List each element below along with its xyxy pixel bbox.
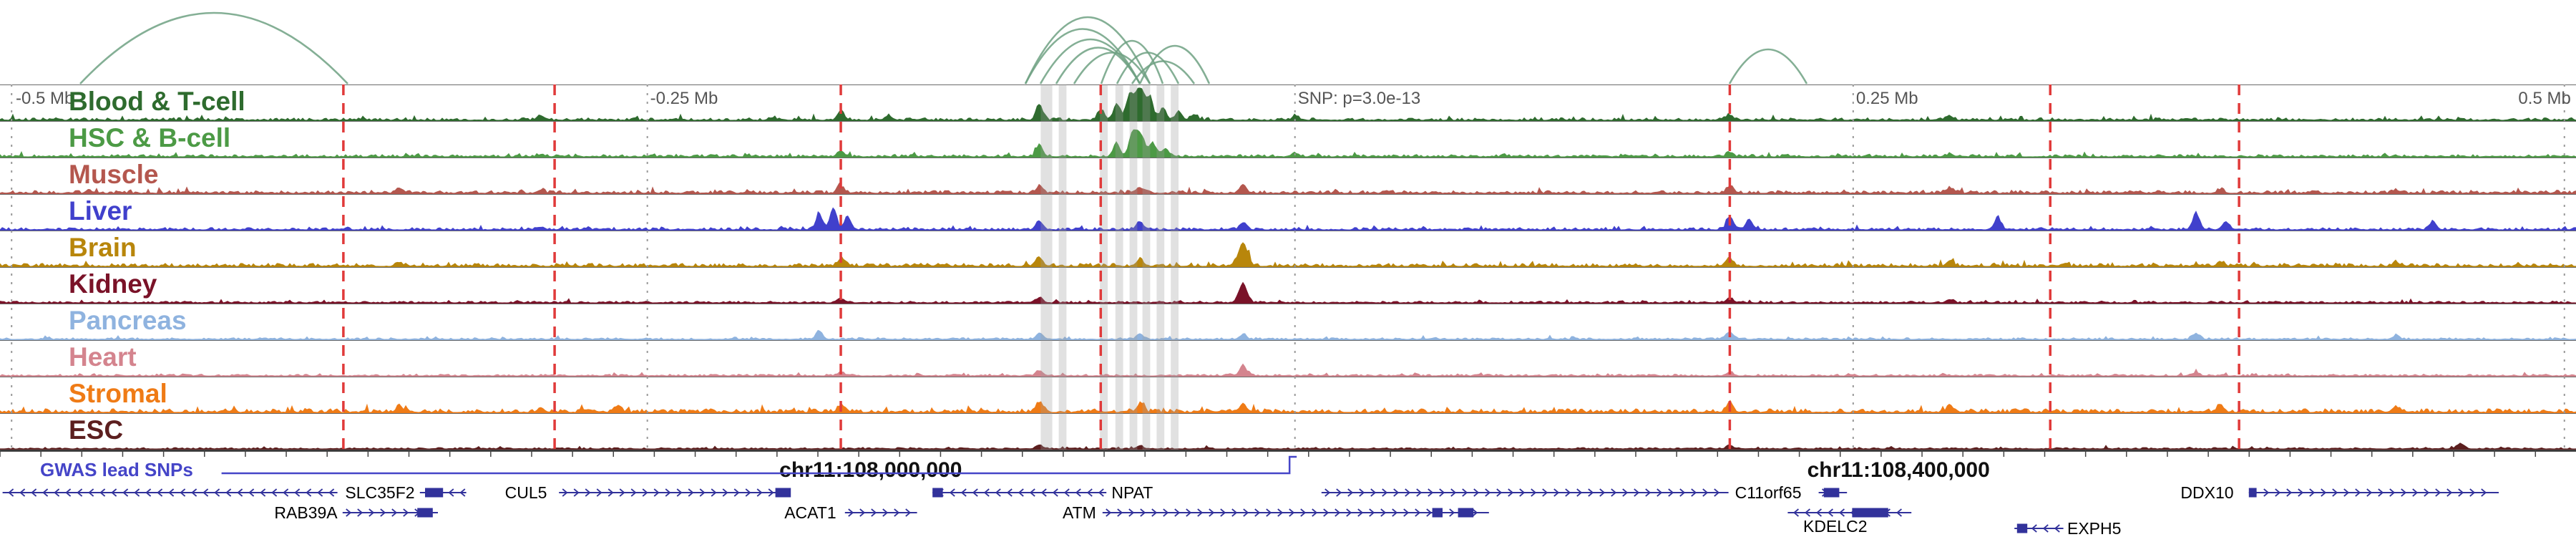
chromatin-interaction-arcs [79,11,1808,84]
signal-area-liver [0,207,2576,231]
track-row-esc[interactable]: ESC [0,413,2576,450]
track-row-muscle[interactable]: Muscle [0,158,2576,194]
gene-exon [932,488,943,498]
interaction-arc [1055,47,1141,84]
track-row-liver[interactable]: Liver [0,194,2576,231]
track-row-blood-t-cell[interactable]: Blood & T-cell [0,84,2576,121]
gene-label: ATM [1063,503,1096,522]
gene-cul5[interactable]: CUL5 [505,483,791,502]
signal-area-heart [0,363,2576,377]
track-label-heart: Heart [69,342,137,372]
signal-tracks-panel: Blood & T-cell HSC & B-cell Muscle Liver Bra… [0,84,2576,450]
track-row-heart[interactable]: Heart [0,340,2576,377]
track-row-brain[interactable]: Brain [0,231,2576,267]
interaction-arc [1024,16,1151,84]
gene-label: SLC35F2 [345,483,414,502]
track-label-stromal: Stromal [69,379,167,408]
gene-label: DDX10 [2180,483,2233,502]
coordinate-label: chr11:108,000,000 [779,458,962,482]
gene-exon [425,488,444,498]
interaction-arc [79,11,348,84]
track-label-pancreas: Pancreas [69,306,187,335]
interaction-arc [1728,48,1808,84]
gene-label: CUL5 [505,483,547,502]
track-row-hsc-b-cell[interactable]: HSC & B-cell [0,121,2576,158]
gene-label: EXPH5 [2067,519,2121,537]
track-label-hsc-b-cell: HSC & B-cell [69,123,231,153]
track-label-muscle: Muscle [69,160,159,189]
gene-exon [1432,508,1443,518]
interaction-arc [1100,39,1164,84]
track-label-esc: ESC [69,415,124,445]
gene-npat[interactable]: NPAT [932,483,1153,502]
gene-annotation-panel: chr11:108,000,000 chr11:108,400,000 SLC35F… [0,450,2576,537]
gene-c11orf65[interactable]: C11orf65 [1321,483,1848,502]
track-row-kidney[interactable]: Kidney [0,267,2576,304]
gene-exon [2248,488,2257,498]
interaction-arc [1073,52,1151,84]
interaction-arc [1024,28,1141,84]
ruler-and-genes: chr11:108,000,000 chr11:108,400,000 SLC35F… [0,450,2576,537]
gene-label: ACAT1 [784,503,836,522]
gene-label: KDELC2 [1803,517,1867,536]
signal-area-kidney [0,281,2576,304]
interaction-arc [1116,52,1180,84]
gene-label: NPAT [1111,483,1153,502]
interaction-arc [1131,60,1196,84]
gene-exon [1458,508,1474,518]
gene-acat1[interactable]: ACAT1 [784,503,917,522]
gene-atm[interactable]: ATM [1063,503,1489,522]
signal-area-blood-t-cell [0,87,2576,121]
gene-label: C11orf65 [1735,483,1802,502]
coordinate-label: chr11:108,400,000 [1807,458,1990,482]
gwas-snp-connector [221,455,1297,475]
gene-exon [1823,488,1840,498]
track-row-pancreas[interactable]: Pancreas [0,304,2576,340]
signal-area-pancreas [0,329,2576,340]
track-label-blood-t-cell: Blood & T-cell [69,87,245,116]
gene-kdelc2[interactable]: KDELC2 [1787,508,1912,536]
track-label-kidney: Kidney [69,269,157,299]
gene-exph5[interactable]: EXPH5 [2014,519,2121,537]
signal-area-hsc-b-cell [0,129,2576,158]
gene-exon [2016,523,2028,533]
track-label-brain: Brain [69,233,137,262]
gene-rab39a[interactable]: RAB39A [274,503,438,522]
gene-exon [1852,508,1888,518]
gene-label: RAB39A [274,503,338,522]
gene-exon [775,488,791,498]
signal-area-brain [0,242,2576,267]
gene-slc35f2[interactable]: SLC35F2 [2,483,467,502]
track-row-stromal[interactable]: Stromal [0,377,2576,413]
gene-ddx10[interactable]: DDX10 [2180,483,2499,502]
track-label-liver: Liver [69,196,132,226]
signal-area-muscle [0,182,2576,194]
signal-area-stromal [0,400,2576,413]
gene-exon [417,508,433,518]
interaction-arc [1138,44,1211,84]
gwas-lead-snps-label: GWAS lead SNPs [40,459,193,480]
signal-area-esc [0,442,2576,450]
